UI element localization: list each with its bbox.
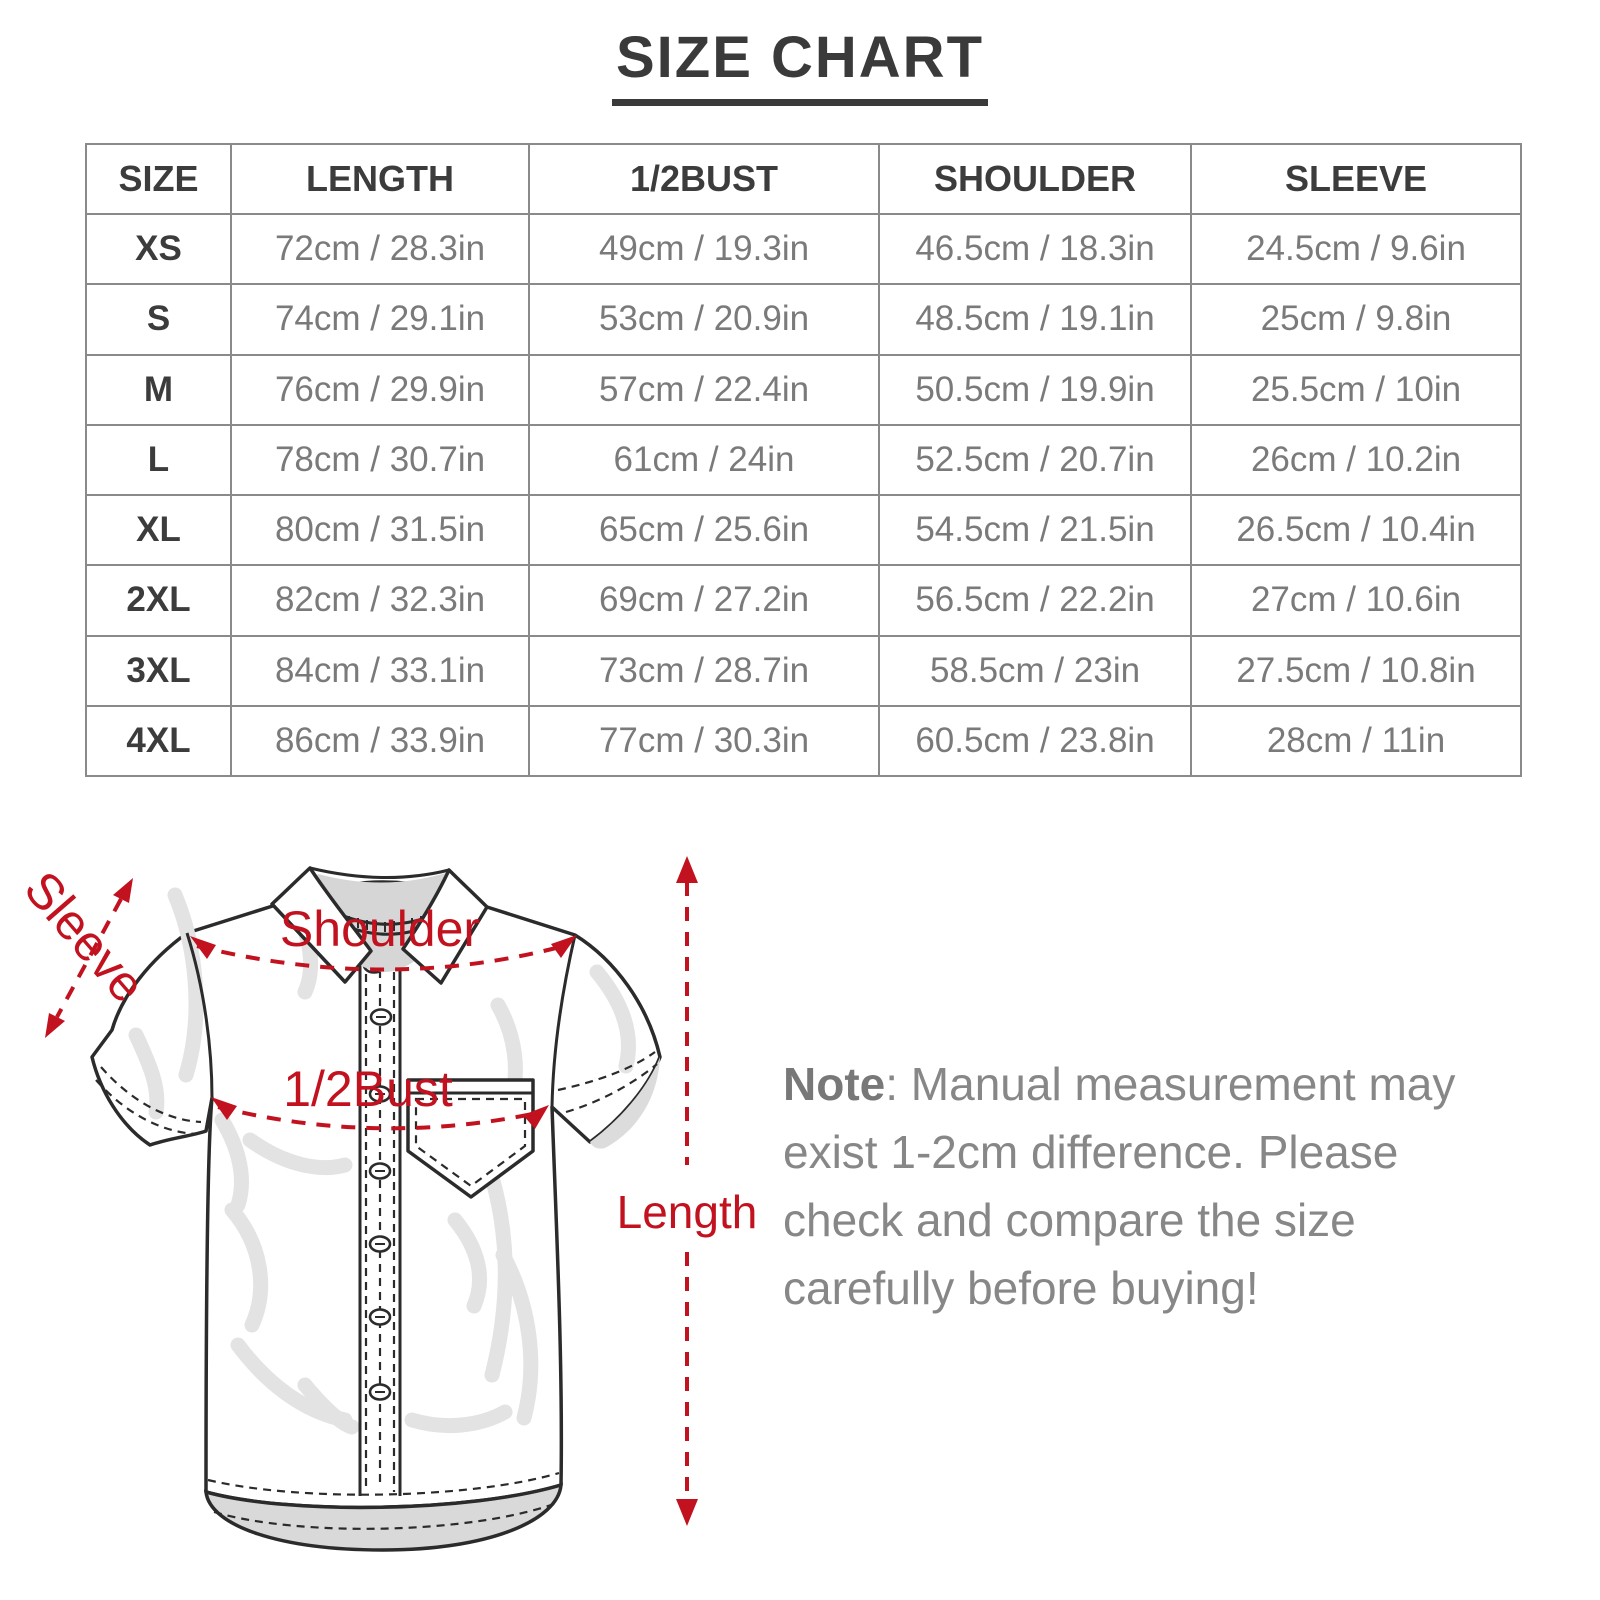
table-row: XS 72cm / 28.3in 49cm / 19.3in 46.5cm / 18.… (85, 212, 1522, 286)
measurement-cell: 49cm / 19.3in (528, 212, 880, 286)
title-wrap: SIZE CHART (0, 24, 1600, 106)
table-row: 2XL 82cm / 32.3in 69cm / 27.2in 56.5cm / 22… (85, 564, 1522, 637)
size-cell: XS (85, 212, 232, 286)
measurement-cell: 61cm / 24in (528, 423, 880, 497)
column-header: LENGTH (230, 143, 530, 215)
sleeve-label: Sleeve (14, 861, 157, 1013)
right-cuff-shadow (590, 1057, 660, 1149)
size-cell: XL (85, 493, 232, 567)
measurement-cell: 50.5cm / 19.9in (878, 353, 1192, 426)
hem-underside (203, 1482, 563, 1552)
size-cell: 4XL (85, 704, 232, 778)
measurement-cell: 73cm / 28.7in (528, 634, 880, 707)
measurement-cell: 25.5cm / 10in (1190, 353, 1522, 426)
measurement-cell: 27cm / 10.6in (1190, 564, 1522, 637)
measurement-cell: 78cm / 30.7in (230, 423, 530, 497)
measurement-cell: 56.5cm / 22.2in (878, 564, 1192, 637)
measurement-cell: 82cm / 32.3in (230, 564, 530, 637)
size-table-body: XS 72cm / 28.3in 49cm / 19.3in 46.5cm / 18.… (85, 212, 1522, 778)
measurement-cell: 26cm / 10.2in (1190, 423, 1522, 497)
measurement-cell: 65cm / 25.6in (528, 493, 880, 567)
shirt-measurement-diagram: Shoulder 1/2Bust Sleeve Length (14, 856, 758, 1552)
measurement-cell: 25cm / 9.8in (1190, 283, 1522, 356)
column-header: SHOULDER (878, 143, 1192, 215)
half-bust-label: 1/2Bust (283, 1061, 453, 1117)
table-row: M 76cm / 29.9in 57cm / 22.4in 50.5cm / 19.9… (85, 353, 1522, 426)
size-cell: S (85, 283, 232, 356)
measurement-note: Note: Manual measurement may exist 1-2cm… (783, 1050, 1478, 1322)
measurement-cell: 27.5cm / 10.8in (1190, 634, 1522, 707)
note-text: : Manual measurement may exist 1-2cm dif… (783, 1058, 1456, 1314)
length-label: Length (617, 1186, 758, 1238)
note-label: Note (783, 1058, 886, 1110)
table-row: L 78cm / 30.7in 61cm / 24in 52.5cm / 20.7in… (85, 423, 1522, 497)
size-table: SIZE LENGTH 1/2BUST SHOULDER SLEEVE XS 72cm /… (85, 143, 1522, 778)
measurement-cell: 58.5cm / 23in (878, 634, 1192, 707)
measurement-cell: 24.5cm / 9.6in (1190, 212, 1522, 286)
measurement-cell: 76cm / 29.9in (230, 353, 530, 426)
shirt-outline (90, 880, 662, 1552)
measurement-cell: 46.5cm / 18.3in (878, 212, 1192, 286)
collar (270, 866, 489, 985)
table-row: S 74cm / 29.1in 53cm / 20.9in 48.5cm / 19.1… (85, 283, 1522, 356)
measurement-cell: 52.5cm / 20.7in (878, 423, 1192, 497)
size-cell: L (85, 423, 232, 497)
table-row: 4XL 86cm / 33.9in 77cm / 30.3in 60.5cm / 23… (85, 704, 1522, 778)
table-row: 3XL 84cm / 33.1in 73cm / 28.7in 58.5cm / 23… (85, 634, 1522, 707)
measurement-cell: 54.5cm / 21.5in (878, 493, 1192, 567)
size-cell: 2XL (85, 564, 232, 637)
bust-arrow (217, 1105, 543, 1131)
column-header: SIZE (85, 143, 232, 215)
table-row: XL 80cm / 31.5in 65cm / 25.6in 54.5cm / 21.… (85, 493, 1522, 567)
sleeve-arrow (55, 898, 123, 1018)
measurement-cell: 80cm / 31.5in (230, 493, 530, 567)
measurement-cell: 84cm / 33.1in (230, 634, 530, 707)
measurement-cell: 26.5cm / 10.4in (1190, 493, 1522, 567)
column-header: SLEEVE (1190, 143, 1522, 215)
measurement-cell: 72cm / 28.3in (230, 212, 530, 286)
shoulder-label: Shoulder (280, 901, 480, 957)
size-cell: 3XL (85, 634, 232, 707)
shoulder-arrow (196, 944, 557, 972)
measurement-cell: 57cm / 22.4in (528, 353, 880, 426)
chest-pocket (406, 1078, 535, 1199)
column-header: 1/2BUST (528, 143, 880, 215)
measurement-cell: 53cm / 20.9in (528, 283, 880, 356)
measurement-cell: 69cm / 27.2in (528, 564, 880, 637)
size-cell: M (85, 353, 232, 426)
page-title: SIZE CHART (612, 24, 988, 106)
measurement-cell: 86cm / 33.9in (230, 704, 530, 778)
measurement-cell: 60.5cm / 23.8in (878, 704, 1192, 778)
measurement-cell: 74cm / 29.1in (230, 283, 530, 356)
size-table-header-row: SIZE LENGTH 1/2BUST SHOULDER SLEEVE (85, 143, 1522, 215)
measurement-cell: 77cm / 30.3in (528, 704, 880, 778)
measurement-cell: 28cm / 11in (1190, 704, 1522, 778)
measurement-cell: 48.5cm / 19.1in (878, 283, 1192, 356)
